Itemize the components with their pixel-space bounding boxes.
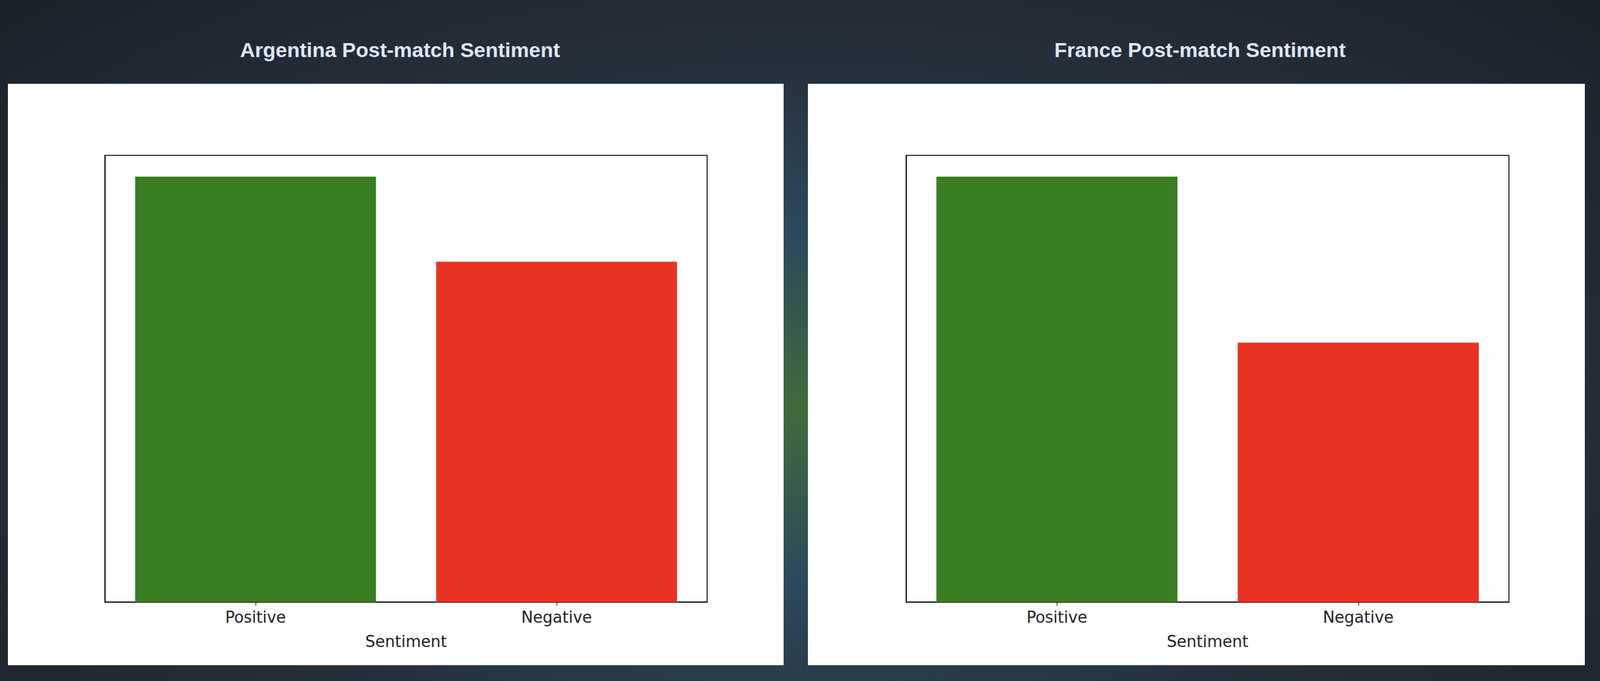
- svg-text:France Post-match Sentiment: France Post-match Sentiment: [1054, 38, 1346, 62]
- svg-text:Sentiment: Sentiment: [365, 632, 447, 651]
- svg-text:Negative: Negative: [521, 608, 593, 627]
- svg-text:Negative: Negative: [1322, 608, 1394, 627]
- svg-text:Argentina Post-match Sentiment: Argentina Post-match Sentiment: [239, 38, 560, 62]
- svg-text:Positive: Positive: [225, 608, 286, 627]
- svg-text:Sentiment: Sentiment: [1166, 632, 1248, 651]
- svg-text:Positive: Positive: [1026, 608, 1088, 627]
